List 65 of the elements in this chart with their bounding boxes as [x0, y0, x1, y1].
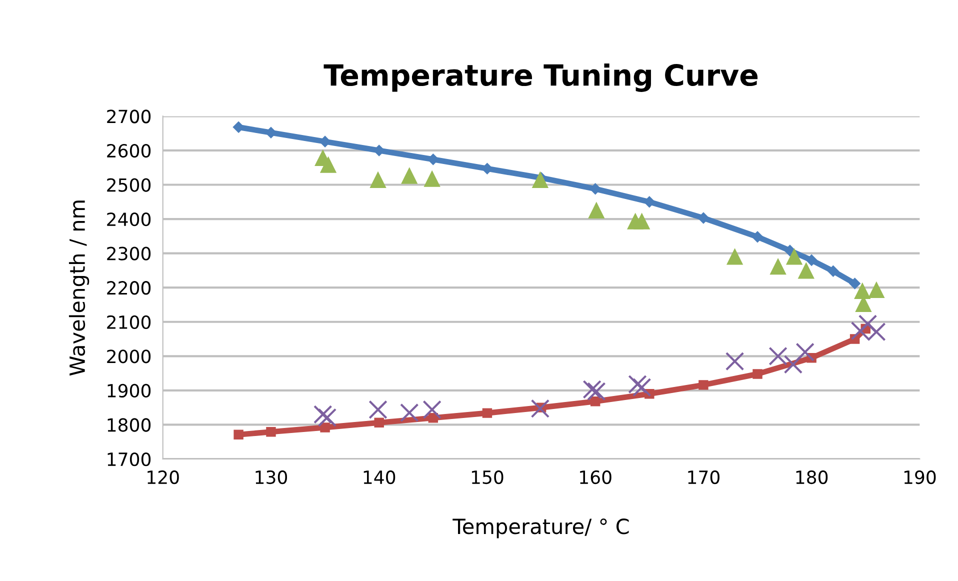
x-tick-label: 170 [688, 470, 720, 484]
point [632, 378, 652, 397]
point [868, 281, 885, 298]
point [313, 405, 332, 424]
point [587, 382, 606, 401]
y-tick-label: 1700 [108, 452, 151, 466]
point [770, 258, 786, 275]
y-axis-title: Wavelength / nm [68, 200, 90, 376]
point [318, 408, 337, 427]
point [858, 314, 878, 334]
y-tick-label: 2300 [107, 246, 151, 260]
x-tick-label: 130 [256, 470, 288, 484]
point [828, 266, 839, 277]
point [806, 254, 818, 266]
point [849, 278, 860, 290]
point [796, 342, 814, 362]
point [482, 408, 492, 418]
point [530, 399, 550, 418]
x-tick-label: 190 [904, 470, 936, 484]
point [320, 156, 337, 173]
point [234, 430, 244, 440]
y-tick-label: 2400 [107, 212, 151, 226]
y-tick-label: 1900 [108, 384, 151, 398]
point [266, 427, 276, 437]
chart-title: Temperature Tuning Curve [324, 63, 758, 92]
point [374, 418, 384, 428]
y-tick-label: 2700 [107, 110, 151, 124]
x-tick-label: 180 [796, 470, 828, 484]
point [422, 400, 442, 420]
point [628, 374, 647, 394]
point [725, 352, 744, 371]
point [400, 403, 419, 422]
point [368, 400, 388, 420]
y-tick-label: 2100 [107, 315, 151, 329]
point [798, 262, 814, 279]
y-tick-label: 2200 [107, 281, 151, 295]
point [532, 171, 549, 188]
point [752, 231, 764, 242]
y-tick-label: 1800 [108, 418, 151, 432]
x-axis-title: Temperature/ ° C [452, 518, 629, 538]
point [784, 355, 803, 374]
point [588, 202, 605, 218]
point [401, 167, 418, 184]
point [786, 248, 803, 265]
point [582, 380, 602, 399]
y-tick-label: 2600 [107, 144, 151, 158]
x-tick-label: 160 [580, 470, 612, 484]
point [590, 396, 600, 406]
y-tick-label: 2000 [107, 350, 151, 364]
y-tick-label: 2500 [107, 178, 151, 192]
point [320, 422, 330, 432]
point [752, 369, 762, 379]
x-tick-label: 140 [364, 470, 396, 484]
point [854, 282, 871, 300]
point [698, 212, 710, 224]
point [370, 171, 386, 188]
point [698, 380, 708, 390]
point [644, 196, 655, 208]
point [768, 346, 788, 366]
x-tick-label: 150 [472, 470, 504, 484]
point [424, 170, 440, 187]
x-tick-label: 120 [148, 470, 179, 484]
point [590, 183, 601, 194]
point [633, 212, 650, 230]
point [726, 248, 744, 265]
